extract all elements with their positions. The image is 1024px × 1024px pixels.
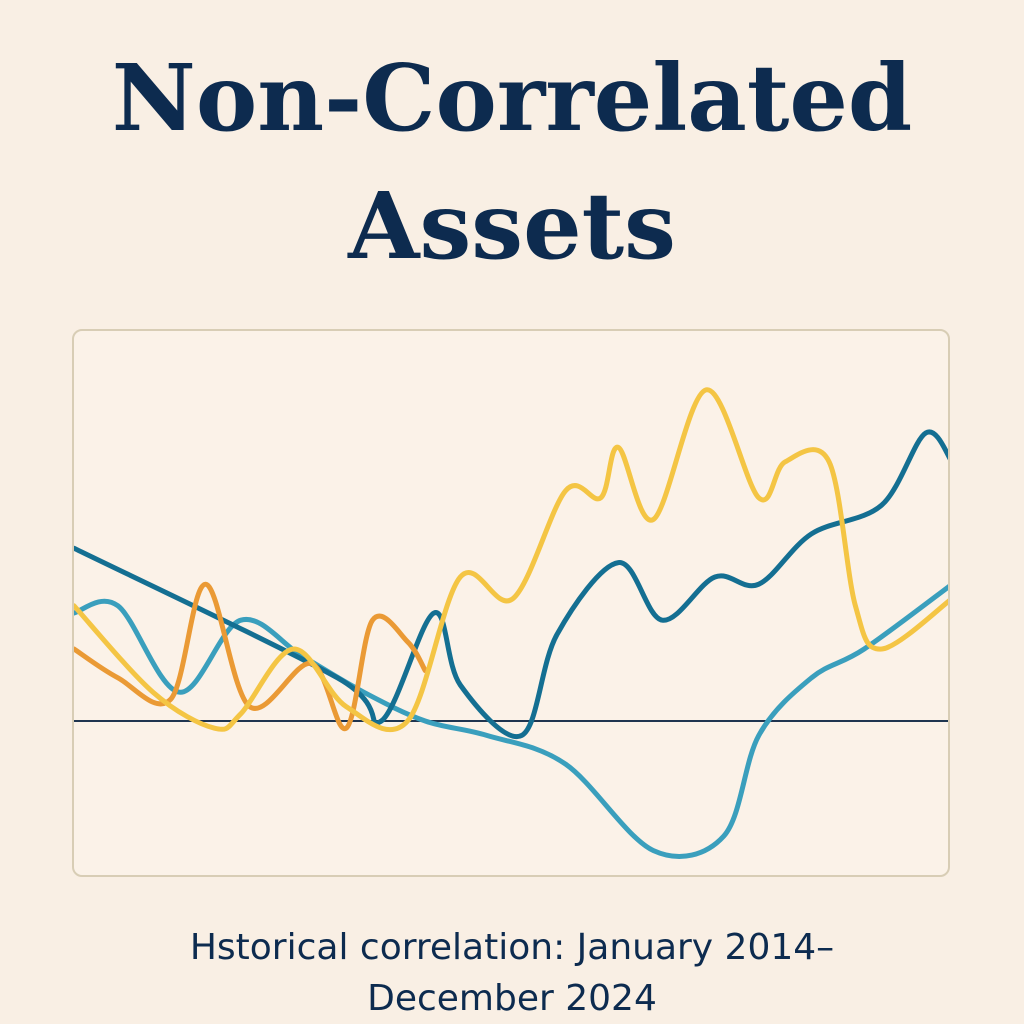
series-line-4 (74, 387, 948, 733)
chart-caption-line-1: Hstorical correlation: January 2014– (189, 927, 835, 968)
page-title-line-1: Non-Correlated (111, 44, 913, 152)
chart-frame (72, 329, 950, 877)
chart-caption-line-2: December 2024 (367, 978, 657, 1019)
line-chart (74, 387, 948, 859)
series-line-3 (74, 581, 428, 731)
series-line-1 (74, 584, 948, 859)
page-title-line-2: Assets (348, 172, 676, 280)
